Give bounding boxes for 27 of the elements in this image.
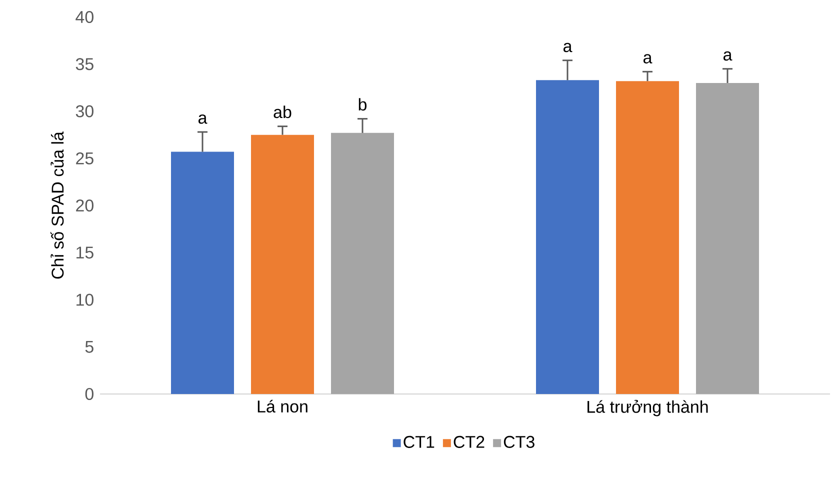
x-tick-label: Lá trưởng thành (588, 400, 708, 416)
bar (251, 134, 314, 394)
y-axis-title: Chỉ số SPAD của lá (50, 132, 64, 279)
y-tick-label: 40 (76, 10, 94, 24)
y-tick-label: 0 (85, 388, 94, 400)
x-tick-label: Lá non (258, 400, 308, 413)
data-label: a (563, 42, 572, 52)
y-tick-label: 25 (76, 152, 94, 164)
y-tick-label: 35 (76, 58, 94, 70)
y-tick-label: 20 (76, 199, 94, 212)
data-label: a (724, 51, 732, 61)
y-tick-label: 5 (85, 340, 94, 353)
bar (331, 132, 394, 394)
data-label: a (198, 114, 208, 124)
bar (536, 80, 599, 394)
y-tick-label: 15 (76, 246, 94, 259)
bar (171, 152, 234, 394)
legend-label: CT2 (454, 436, 484, 448)
data-label: ab (274, 106, 292, 118)
data-label: a (643, 54, 652, 64)
legend-label: CT3 (504, 436, 534, 448)
bar (696, 82, 760, 394)
y-tick-label: 30 (76, 105, 94, 118)
data-label: b (358, 98, 367, 111)
y-tick-label: 10 (76, 294, 94, 306)
bar (616, 81, 680, 394)
legend-label: CT1 (404, 436, 434, 448)
